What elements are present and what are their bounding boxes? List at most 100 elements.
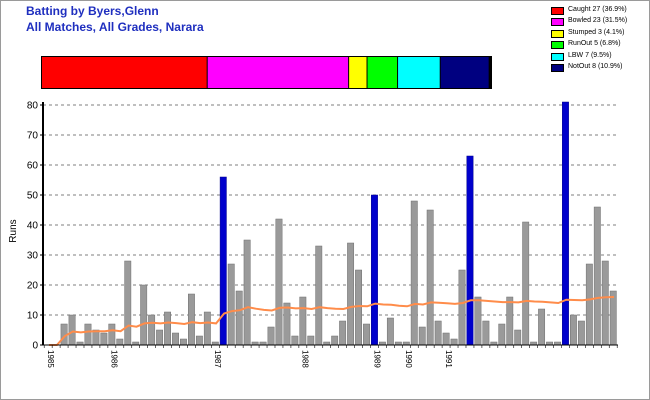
innings-bar (410, 200, 418, 346)
average-line-group (49, 296, 615, 346)
legend-swatch (551, 63, 564, 72)
innings-bar (538, 308, 546, 346)
innings-bar (514, 329, 522, 346)
y-tick-label: 10 (27, 311, 39, 322)
legend-label: Caught 27 (36.9%) (568, 6, 627, 13)
x-tick-label: 1988 (301, 350, 310, 368)
innings-bar (315, 245, 323, 346)
innings-bar (442, 332, 450, 346)
y-tick-label: 50 (27, 191, 39, 202)
legend-swatch (551, 7, 564, 15)
innings-bar (585, 263, 593, 346)
y-tick-label: 40 (27, 221, 39, 232)
x-tick-labels: 1985 1986 1987 1988 1989 1990 1991 (46, 350, 453, 368)
dismissal-bar (41, 56, 492, 89)
y-tick-label: 30 (27, 251, 39, 262)
innings-bar (339, 320, 347, 346)
y-tick-label: 60 (27, 161, 39, 172)
innings-bar (291, 335, 299, 346)
innings-bar (522, 221, 530, 346)
innings-bar (307, 335, 315, 346)
x-tick-label: 1991 (444, 350, 453, 368)
innings-bar (363, 323, 370, 346)
innings-bar (426, 209, 434, 346)
innings-bar (347, 242, 355, 346)
innings-bar (180, 338, 187, 346)
innings-bar (355, 269, 362, 346)
x-tick-label: 1989 (372, 350, 381, 368)
legend-label: LBW 7 (9.5%) (568, 51, 612, 59)
innings-bar (227, 263, 235, 346)
innings-bar (267, 326, 275, 346)
innings-bar (498, 323, 506, 346)
legend-label: Bowled 23 (31.5%) (568, 17, 628, 25)
innings-bar-highlight (562, 101, 569, 346)
legend-label: RunOut 5 (6.8%) (568, 40, 621, 48)
innings-bar (577, 320, 585, 346)
y-tick-label: 70 (27, 131, 39, 142)
innings-bar (506, 296, 514, 346)
legend-item: NotOut 8 (10.9%) (551, 62, 647, 73)
dismissal-segment (398, 57, 440, 88)
average-line (49, 296, 615, 346)
chart-subtitle: All Matches, All Grades, Narara (26, 20, 204, 34)
y-tick-label: 20 (27, 281, 39, 292)
legend-label: Stumped 3 (4.1%) (568, 28, 625, 36)
innings-bar (148, 314, 156, 346)
innings-bar (84, 323, 92, 346)
legend-label: NotOut 8 (10.9%) (568, 62, 623, 70)
dismissal-segment (349, 57, 367, 88)
innings-bar (450, 338, 458, 346)
legend-item: Caught 27 (36.9%) (551, 5, 647, 16)
axes (42, 102, 618, 348)
dismissal-segment (440, 57, 489, 88)
innings-bar (108, 323, 116, 346)
innings-bar (609, 290, 617, 346)
innings-bar (275, 218, 283, 346)
x-tick-label: 1986 (110, 350, 119, 368)
innings-bar (243, 239, 251, 346)
innings-bar (188, 293, 195, 346)
innings-bar (474, 296, 482, 346)
innings-bar (299, 296, 307, 346)
innings-bar-highlight (371, 194, 378, 346)
legend-item: Bowled 23 (31.5%) (551, 16, 647, 27)
chart-title: Batting by Byers,Glenn (26, 4, 159, 18)
y-tick-labels: 0 10 20 30 40 50 60 70 80 (27, 101, 43, 352)
innings-bar (172, 332, 179, 346)
innings-bar (418, 326, 426, 346)
legend-item: RunOut 5 (6.8%) (551, 39, 647, 50)
y-tick-label: 80 (27, 101, 39, 112)
innings-bar (434, 320, 442, 346)
innings-bar (593, 206, 601, 346)
innings-bar (100, 332, 108, 346)
legend-swatch (551, 29, 564, 38)
innings-bar (68, 314, 76, 346)
legend-swatch (551, 18, 564, 27)
innings-bar (140, 284, 148, 346)
innings-bar (386, 317, 394, 346)
innings-bar (116, 338, 124, 346)
innings-bar (331, 335, 339, 346)
innings-bars (60, 101, 617, 346)
dismissal-segment (42, 57, 207, 88)
innings-bar (570, 314, 577, 346)
legend-item: LBW 7 (9.5%) (551, 51, 647, 62)
x-tick-label: 1985 (46, 350, 55, 368)
innings-bar-highlight (219, 176, 227, 346)
innings-bar-highlight (466, 155, 474, 346)
dismissal-segment (207, 57, 349, 88)
innings-bar (164, 311, 171, 346)
innings-bar (203, 311, 211, 346)
legend-swatch (551, 41, 564, 50)
innings-bar (195, 335, 203, 346)
innings-bar (482, 320, 490, 346)
dismissal-segment (367, 57, 398, 88)
innings-bar (458, 269, 466, 346)
y-axis-label: Runs (8, 219, 19, 242)
x-tick-label: 1990 (404, 350, 413, 368)
x-tick-label: 1987 (213, 350, 222, 368)
innings-bar (124, 260, 132, 346)
innings-bar (601, 260, 609, 346)
